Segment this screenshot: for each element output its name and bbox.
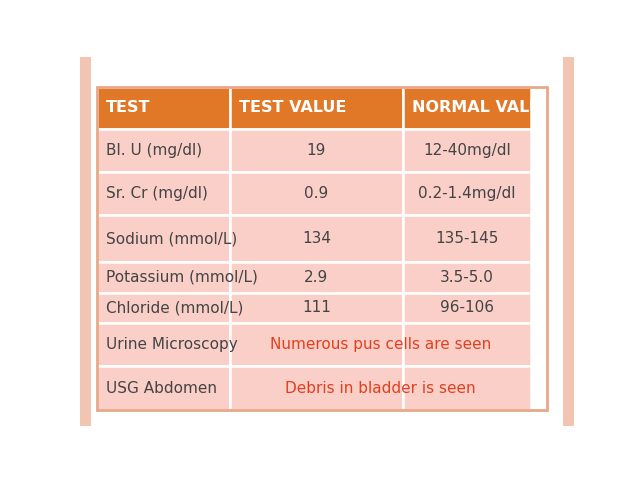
Bar [230,215,403,262]
Bar [97,323,230,366]
Bar [403,323,531,366]
Bar [403,172,531,215]
Text: Potassium (mmol/L): Potassium (mmol/L) [106,270,258,285]
Bar [403,293,531,323]
Bar [80,57,91,426]
Bar [403,366,531,410]
Text: Numerous pus cells are seen: Numerous pus cells are seen [270,337,491,352]
Text: 3.5-5.0: 3.5-5.0 [440,270,494,285]
Text: TEST VALUE: TEST VALUE [239,100,346,115]
Bar [403,87,531,128]
Bar [97,366,230,410]
Text: Sodium (mmol/L): Sodium (mmol/L) [106,231,237,246]
Bar [97,87,230,128]
Text: Debris in bladder is seen: Debris in bladder is seen [285,380,476,396]
Text: Bl. U (mg/dl): Bl. U (mg/dl) [106,143,202,158]
Bar [230,87,403,128]
Bar [230,172,403,215]
Bar [230,366,403,410]
Bar [403,128,531,172]
Bar [230,293,403,323]
Text: 0.9: 0.9 [304,186,329,201]
Bar [97,215,230,262]
Text: 96-106: 96-106 [440,300,494,315]
Text: Chloride (mmol/L): Chloride (mmol/L) [106,300,243,315]
Text: 134: 134 [302,231,331,246]
Bar [230,323,403,366]
Bar [403,262,531,293]
Text: Urine Microscopy: Urine Microscopy [106,337,238,352]
Bar [403,215,531,262]
Text: 19: 19 [307,143,326,158]
Bar [97,172,230,215]
Text: TEST: TEST [106,100,151,115]
Text: 135-145: 135-145 [436,231,499,246]
Text: 12-40mg/dl: 12-40mg/dl [423,143,511,158]
Text: 2.9: 2.9 [304,270,329,285]
Bar [97,262,230,293]
Bar [97,128,230,172]
Text: Sr. Cr (mg/dl): Sr. Cr (mg/dl) [106,186,208,201]
Text: USG Abdomen: USG Abdomen [106,380,217,396]
Bar [563,57,574,426]
Bar [97,293,230,323]
Text: 0.2-1.4mg/dl: 0.2-1.4mg/dl [419,186,516,201]
Bar [230,128,403,172]
Text: 111: 111 [302,300,331,315]
Text: NORMAL VALUE: NORMAL VALUE [412,100,553,115]
Bar [97,87,547,410]
Bar [230,262,403,293]
